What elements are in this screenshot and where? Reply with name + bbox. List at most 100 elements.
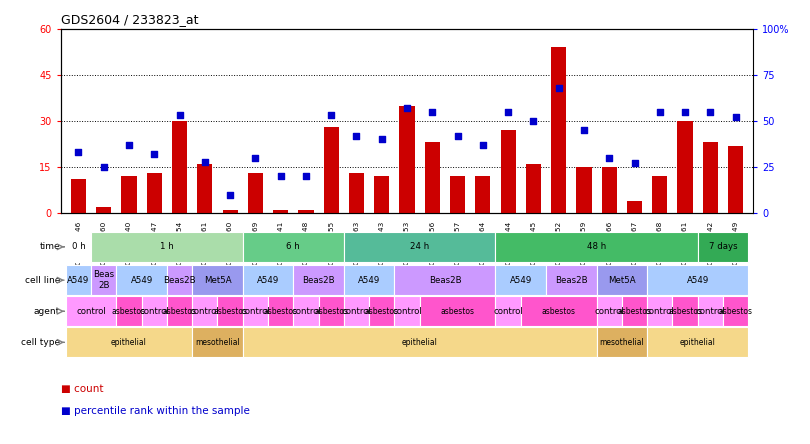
Text: ■ percentile rank within the sample: ■ percentile rank within the sample: [61, 406, 249, 416]
Text: asbestos: asbestos: [542, 307, 576, 316]
Text: asbestos: asbestos: [112, 307, 146, 316]
Bar: [501, 130, 516, 213]
Bar: [117, 265, 167, 295]
Bar: [475, 176, 490, 213]
Text: 24 h: 24 h: [410, 242, 429, 251]
Bar: [546, 265, 597, 295]
Point: [72, 149, 85, 156]
Text: control: control: [493, 307, 523, 316]
Bar: [399, 106, 415, 213]
Text: asbestos: asbestos: [163, 307, 197, 316]
Point: [426, 108, 439, 115]
Bar: [117, 296, 142, 326]
Bar: [343, 296, 369, 326]
Bar: [318, 296, 343, 326]
Bar: [167, 296, 192, 326]
Bar: [66, 327, 192, 357]
Point: [147, 151, 160, 158]
Point: [224, 191, 237, 198]
Text: A549: A549: [687, 276, 709, 285]
Point: [249, 155, 262, 162]
Text: control: control: [190, 307, 220, 316]
Text: epithelial: epithelial: [402, 338, 437, 347]
Bar: [192, 327, 243, 357]
Text: asbestos: asbestos: [364, 307, 399, 316]
Bar: [142, 296, 167, 326]
Bar: [622, 296, 647, 326]
Text: epithelial: epithelial: [680, 338, 715, 347]
Text: 48 h: 48 h: [587, 242, 606, 251]
Text: mesothelial: mesothelial: [599, 338, 644, 347]
Point: [198, 158, 211, 165]
Bar: [496, 232, 697, 262]
Text: Beas2B: Beas2B: [428, 276, 461, 285]
Text: mesothelial: mesothelial: [195, 338, 240, 347]
Text: control: control: [76, 307, 106, 316]
Bar: [293, 265, 343, 295]
Bar: [697, 296, 723, 326]
Bar: [243, 232, 343, 262]
Point: [552, 84, 565, 91]
Bar: [198, 164, 212, 213]
Bar: [273, 210, 288, 213]
Bar: [66, 265, 91, 295]
Text: control: control: [241, 307, 271, 316]
Text: Met5A: Met5A: [203, 276, 232, 285]
Bar: [343, 265, 394, 295]
Point: [501, 108, 514, 115]
Bar: [369, 296, 394, 326]
Text: asbestos: asbestos: [617, 307, 651, 316]
Point: [578, 127, 590, 134]
Bar: [420, 296, 496, 326]
Point: [401, 104, 414, 111]
Bar: [374, 176, 390, 213]
Bar: [243, 265, 293, 295]
Bar: [192, 265, 243, 295]
Bar: [96, 207, 111, 213]
Bar: [496, 296, 521, 326]
Bar: [66, 296, 117, 326]
Bar: [217, 296, 243, 326]
Bar: [551, 48, 566, 213]
Text: Beas
2B: Beas 2B: [93, 270, 114, 290]
Text: Beas2B: Beas2B: [302, 276, 335, 285]
Bar: [324, 127, 339, 213]
Text: asbestos: asbestos: [314, 307, 348, 316]
Text: control: control: [645, 307, 675, 316]
Bar: [424, 143, 440, 213]
Point: [375, 136, 388, 143]
Bar: [728, 146, 744, 213]
Text: ■ count: ■ count: [61, 384, 103, 394]
Point: [173, 112, 186, 119]
Point: [476, 141, 489, 148]
Bar: [343, 232, 496, 262]
Bar: [697, 232, 748, 262]
Bar: [652, 176, 667, 213]
Bar: [91, 265, 117, 295]
Bar: [647, 296, 672, 326]
Text: Beas2B: Beas2B: [555, 276, 587, 285]
Point: [122, 141, 135, 148]
Text: A549: A549: [509, 276, 532, 285]
Text: GDS2604 / 233823_at: GDS2604 / 233823_at: [61, 13, 198, 26]
Text: asbestos: asbestos: [263, 307, 297, 316]
Bar: [167, 265, 192, 295]
Text: 0 h: 0 h: [71, 242, 85, 251]
Point: [350, 132, 363, 139]
Bar: [647, 265, 748, 295]
Text: control: control: [342, 307, 371, 316]
Bar: [223, 210, 237, 213]
Text: A549: A549: [67, 276, 90, 285]
Text: control: control: [139, 307, 169, 316]
Bar: [577, 167, 591, 213]
Bar: [147, 173, 162, 213]
Text: agent: agent: [34, 307, 60, 316]
Bar: [496, 265, 546, 295]
Text: cell line: cell line: [25, 276, 60, 285]
Text: epithelial: epithelial: [111, 338, 147, 347]
Bar: [293, 296, 318, 326]
Text: cell type: cell type: [21, 338, 60, 347]
Point: [325, 112, 338, 119]
Point: [451, 132, 464, 139]
Bar: [298, 210, 313, 213]
